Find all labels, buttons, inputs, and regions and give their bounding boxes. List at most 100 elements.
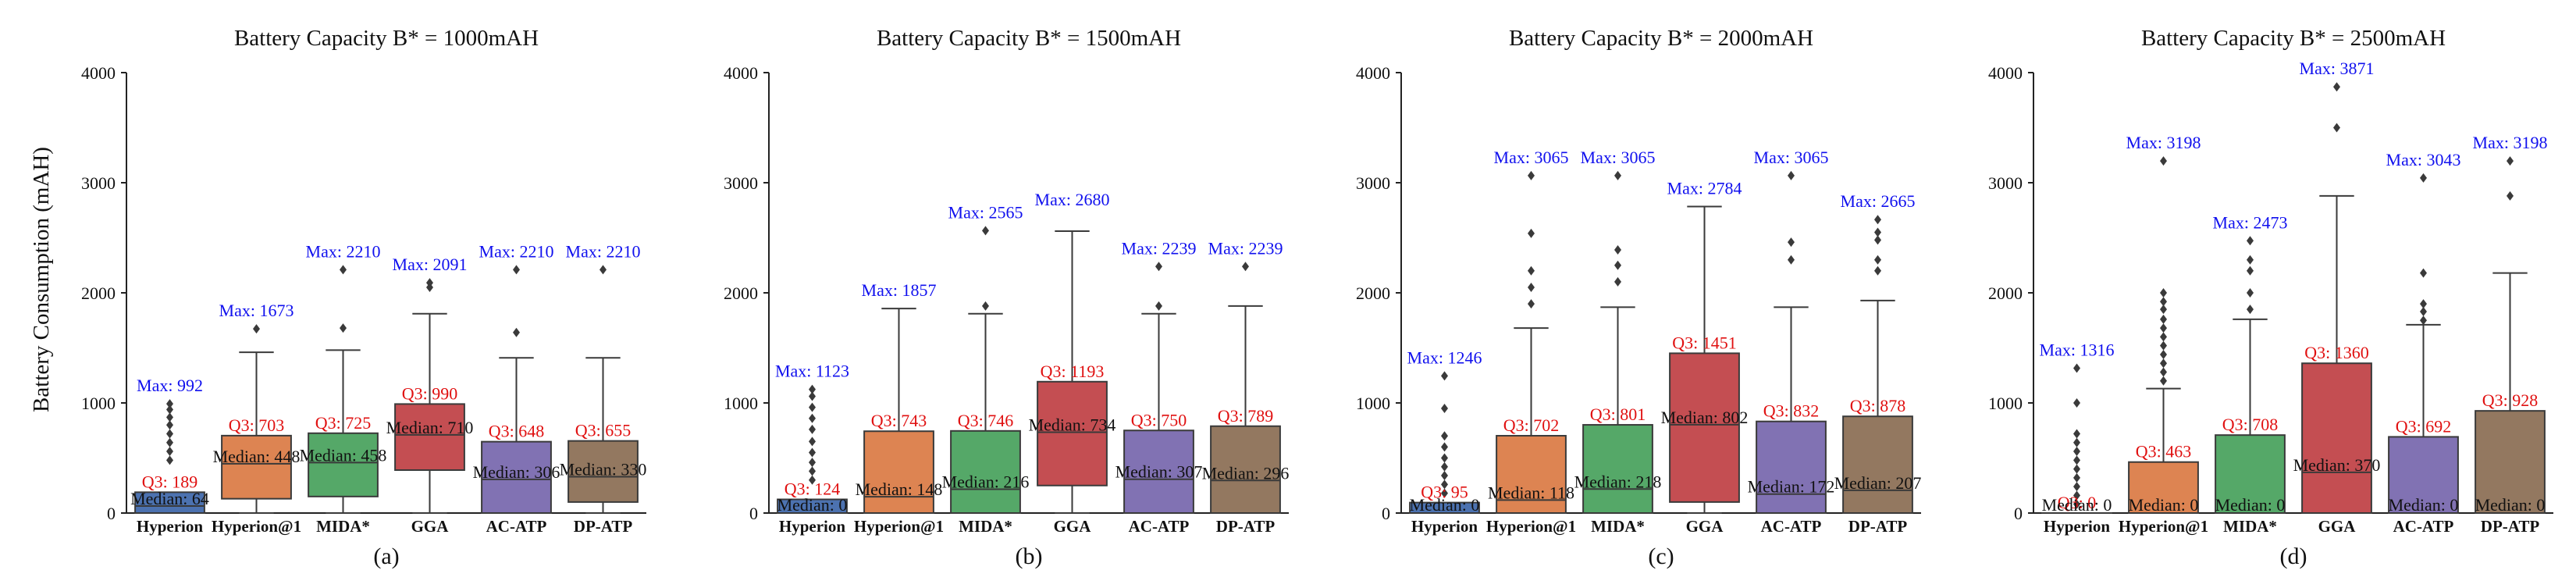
outlier-point xyxy=(2333,123,2340,133)
y-tick-label: 4000 xyxy=(724,63,758,83)
max-value-label: Max: 2680 xyxy=(1035,190,1110,209)
median-value-label: Median: 734 xyxy=(1029,415,1116,435)
median-value-label: Median: 802 xyxy=(1661,408,1749,427)
outlier-point xyxy=(1788,170,1795,180)
outlier-point xyxy=(1528,228,1535,238)
q3-value-label: Q3: 1360 xyxy=(2304,343,2369,362)
max-value-label: Max: 3065 xyxy=(1494,148,1569,167)
outlier-point xyxy=(1874,215,1881,225)
median-value-label: Median: 216 xyxy=(942,472,1030,492)
max-value-label: Max: 3043 xyxy=(2386,150,2461,169)
max-value-label: Max: 2210 xyxy=(479,241,554,261)
outlier-point xyxy=(253,324,260,334)
outlier-point xyxy=(2073,363,2080,373)
outlier-point xyxy=(2247,265,2254,276)
outlier-point xyxy=(1441,442,1448,452)
median-value-label: Median: 307 xyxy=(1115,462,1203,482)
outlier-point xyxy=(2333,82,2340,92)
outlier-point xyxy=(600,265,607,275)
outlier-point xyxy=(426,278,433,288)
median-value-label: Median: 64 xyxy=(130,489,209,508)
median-value-label: Median: 0 xyxy=(2129,495,2199,515)
outlier-point xyxy=(1614,245,1621,255)
outlier-point xyxy=(2073,490,2080,501)
max-value-label: Max: 2239 xyxy=(1122,238,1197,258)
max-value-label: Max: 3065 xyxy=(1754,148,1829,167)
median-value-label: Median: 0 xyxy=(777,495,848,515)
outlier-point xyxy=(809,391,816,401)
outlier-point xyxy=(809,437,816,447)
outlier-point xyxy=(2247,236,2254,246)
box-mida- xyxy=(1582,424,1653,515)
q3-value-label: Q3: 832 xyxy=(1763,401,1820,421)
q3-value-label: Q3: 743 xyxy=(871,411,927,430)
y-tick-label: 4000 xyxy=(81,63,116,83)
outlier-point xyxy=(1614,170,1621,180)
chart-title: Battery Capacity B* = 2000mAH xyxy=(1509,26,1813,51)
outlier-point xyxy=(166,399,173,409)
outlier-point xyxy=(1441,371,1448,381)
outlier-point xyxy=(2160,349,2167,359)
outlier-point xyxy=(2160,323,2167,333)
max-value-label: Max: 2565 xyxy=(948,202,1023,222)
max-value-label: Max: 2210 xyxy=(306,241,381,261)
outlier-point xyxy=(809,413,816,423)
median-value-label: Median: 330 xyxy=(560,459,647,479)
q3-value-label: Q3: 746 xyxy=(958,411,1014,430)
category-label: GGA xyxy=(411,517,450,536)
median-value-label: Median: 0 xyxy=(2042,495,2112,515)
outlier-point xyxy=(2073,437,2080,447)
outlier-point xyxy=(2420,173,2427,183)
outlier-point xyxy=(1528,170,1535,180)
y-tick-label: 4000 xyxy=(1988,63,2023,83)
outlier-point xyxy=(809,402,816,412)
outlier-point xyxy=(982,226,989,236)
category-label: AC-ATP xyxy=(486,517,547,536)
category-label: Hyperion@1 xyxy=(854,517,944,536)
outlier-point xyxy=(166,437,173,447)
y-tick-label: 4000 xyxy=(1356,63,1390,83)
median-value-label: Median: 0 xyxy=(2475,495,2546,515)
outlier-point xyxy=(2507,191,2514,201)
max-value-label: Max: 2665 xyxy=(1841,191,1916,211)
max-value-label: Max: 1316 xyxy=(2040,340,2115,359)
chart-panel-4: 0 1000 2000 3000 4000 Battery Capacity B* = 2… xyxy=(1988,26,2553,569)
outlier-point xyxy=(982,301,989,311)
y-tick-label: 0 xyxy=(2014,504,2023,523)
box-dp-atp xyxy=(2475,410,2546,514)
outlier-point xyxy=(2073,429,2080,439)
chart-panel-1: 0 1000 2000 3000 4000 Battery Capacity B* = 1… xyxy=(81,26,646,569)
category-label: AC-ATP xyxy=(1129,517,1190,536)
outlier-point xyxy=(2160,376,2167,386)
y-tick-label: 1000 xyxy=(724,394,758,413)
box-hyperion-1 xyxy=(2128,461,2199,514)
max-value-label: Max: 3198 xyxy=(2126,133,2201,152)
category-label: AC-ATP xyxy=(1761,517,1822,536)
outlier-point xyxy=(2420,306,2427,316)
category-label: GGA xyxy=(1054,517,1092,536)
y-tick-label: 0 xyxy=(1382,504,1390,523)
outlier-point xyxy=(2073,464,2080,474)
box-mida- xyxy=(950,429,1021,515)
y-tick-label: 1000 xyxy=(1988,394,2023,413)
outlier-point xyxy=(2160,332,2167,342)
subfigure-label: (c) xyxy=(1648,543,1674,569)
category-label: Hyperion xyxy=(137,517,203,536)
box-dp-atp xyxy=(568,440,639,503)
y-tick-label: 2000 xyxy=(1356,283,1390,303)
outlier-point xyxy=(513,327,520,337)
median-value-label: Median: 370 xyxy=(2293,455,2381,475)
outlier-point xyxy=(1874,235,1881,245)
category-label: Hyperion@1 xyxy=(1486,517,1576,536)
category-label: GGA xyxy=(1686,517,1724,536)
q3-value-label: Q3: 801 xyxy=(1590,404,1646,424)
box-ac-atp xyxy=(481,440,552,515)
outlier-point xyxy=(166,412,173,422)
outlier-point xyxy=(809,384,816,394)
box-mida- xyxy=(308,432,379,497)
outlier-point xyxy=(340,265,347,275)
q3-value-label: Q3: 750 xyxy=(1131,410,1187,429)
median-value-label: Median: 172 xyxy=(1748,477,1835,497)
max-value-label: Max: 1673 xyxy=(219,301,294,320)
outlier-point xyxy=(1788,255,1795,265)
